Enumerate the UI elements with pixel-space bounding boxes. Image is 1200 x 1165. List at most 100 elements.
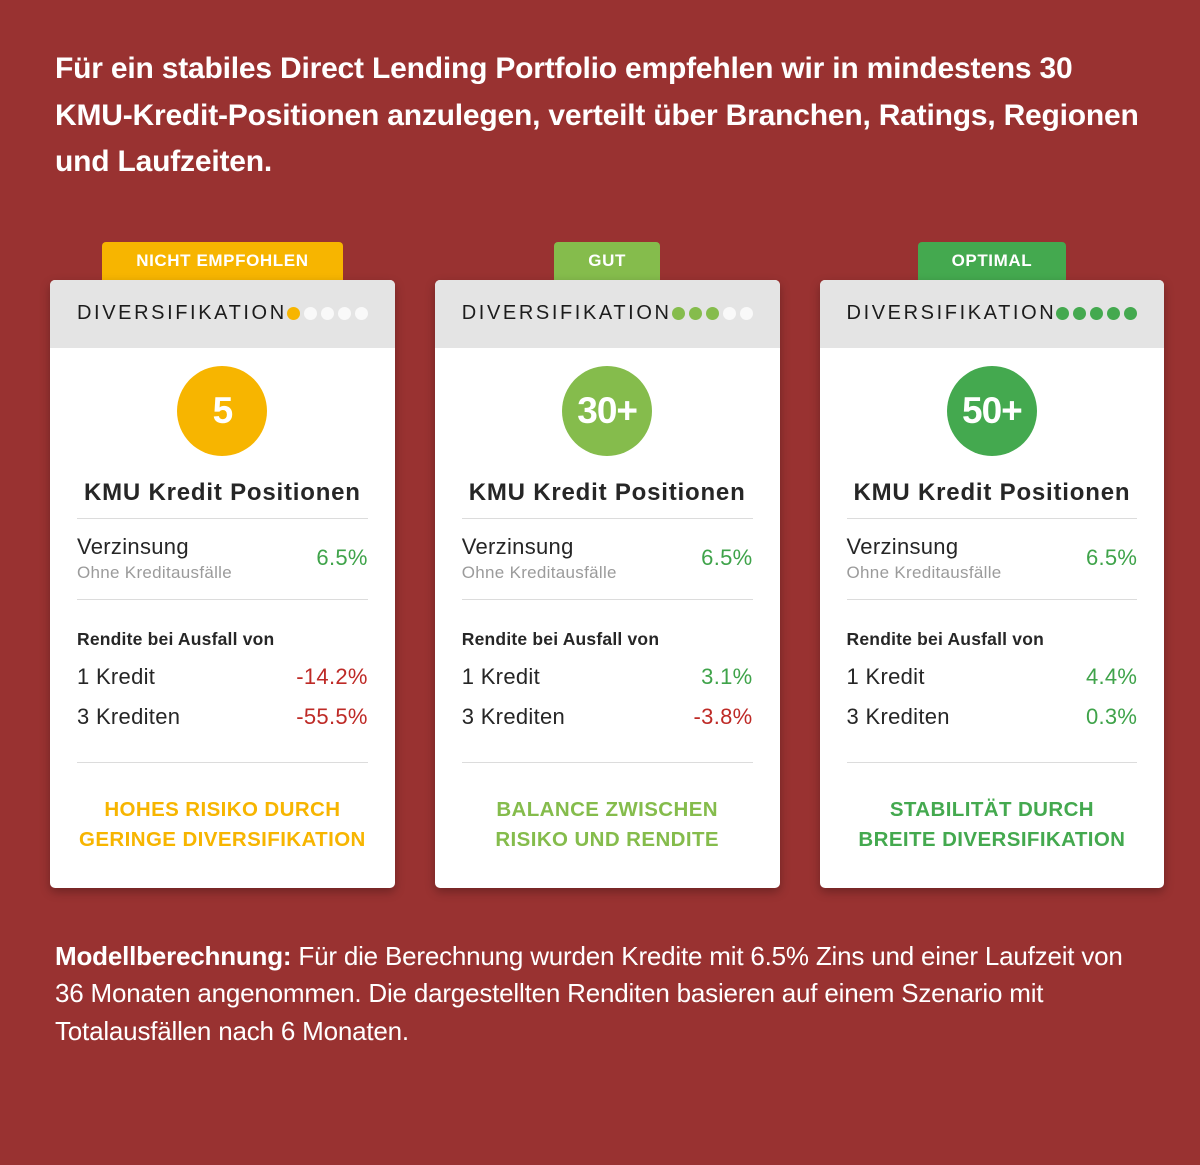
dot-filled <box>1073 307 1087 320</box>
card-message: STABILITÄT DURCH BREITE DIVERSIFIKATION <box>847 795 1138 857</box>
card-title: KMU Kredit Positionen <box>468 478 746 506</box>
cards-row: NICHT EMPFOHLEN DIVERSIFIKATION 5 KMU Kr… <box>50 241 1165 888</box>
divider <box>461 517 753 519</box>
dot-empty <box>320 307 334 320</box>
dot-filled <box>1107 307 1121 320</box>
positions-circle: 5 <box>177 365 268 456</box>
card-message-line2: BREITE DIVERSIFIKATION <box>858 828 1126 852</box>
divider <box>846 761 1138 763</box>
default-row-label: 3 Krediten <box>461 703 566 729</box>
card-message: HOHES RISIKO DURCH GERINGE DIVERSIFIKATI… <box>77 795 368 857</box>
card-title: KMU Kredit Positionen <box>83 478 361 506</box>
default-row-1: 1 Kredit 3.1% <box>462 664 753 690</box>
interest-row: Verzinsung Ohne Kreditausfälle 6.5% <box>77 519 368 599</box>
card-column-optimal: OPTIMAL DIVERSIFIKATION 50+ KMU Kredit P… <box>819 241 1165 888</box>
dot-filled <box>688 307 702 320</box>
interest-value: 6.5% <box>701 545 753 570</box>
dot-filled <box>1056 307 1070 320</box>
diversification-dots <box>671 307 753 320</box>
interest-sublabel: Ohne Kreditausfälle <box>77 562 233 582</box>
card-column-gut: GUT DIVERSIFIKATION 30+ KMU Kredit Posit… <box>434 241 780 888</box>
circle-wrap: 30+ <box>462 365 753 456</box>
default-row-value: 3.1% <box>701 663 753 689</box>
divider <box>846 598 1138 600</box>
default-row-label: 3 Krediten <box>77 703 181 729</box>
positions-circle: 30+ <box>562 365 653 456</box>
default-row-1: 1 Kredit -14.2% <box>77 664 368 690</box>
default-row-value: -3.8% <box>693 703 753 729</box>
dot-empty <box>303 307 317 320</box>
default-row-value: 0.3% <box>1085 703 1138 729</box>
interest-label: Verzinsung <box>461 533 574 559</box>
card-message-line2: GERINGE DIVERSIFIKATION <box>79 828 366 852</box>
default-row-1: 1 Kredit 4.4% <box>847 664 1138 690</box>
card-message-line2: RISIKO UND RENDITE <box>495 828 719 852</box>
card-body: 30+ KMU Kredit Positionen Verzinsung Ohn… <box>435 348 780 888</box>
default-row-label: 1 Kredit <box>846 663 925 689</box>
default-row-label: 3 Krediten <box>846 703 950 729</box>
card-body: 50+ KMU Kredit Positionen Verzinsung Ohn… <box>820 348 1165 888</box>
dot-filled <box>286 307 300 320</box>
interest-sublabel: Ohne Kreditausfälle <box>846 562 1002 582</box>
card-header: DIVERSIFIKATION <box>434 279 780 348</box>
circle-wrap: 5 <box>77 365 368 456</box>
default-row-2: 3 Krediten 0.3% <box>847 704 1138 730</box>
footnote-bold-label: Modellberechnung: <box>55 940 292 971</box>
interest-label: Verzinsung <box>77 533 189 559</box>
badge-gut: GUT <box>554 241 660 280</box>
footnote: Modellberechnung: Für die Berechnung wur… <box>55 938 1140 1051</box>
divider <box>77 598 368 600</box>
headline: Für ein stabiles Direct Lending Portfoli… <box>55 52 1139 178</box>
default-heading: Rendite bei Ausfall von <box>461 628 660 649</box>
divider <box>846 517 1138 519</box>
interest-value: 6.5% <box>316 545 368 570</box>
interest-value: 6.5% <box>1085 545 1138 570</box>
card-nicht-empfohlen: DIVERSIFIKATION 5 KMU Kredit Positionen … <box>50 279 395 888</box>
dot-empty <box>354 307 368 320</box>
interest-labels: Verzinsung Ohne Kreditausfälle <box>462 534 617 583</box>
dot-empty <box>337 307 351 320</box>
default-section: Rendite bei Ausfall von 1 Kredit 4.4% 3 … <box>847 600 1138 730</box>
divider <box>461 598 753 600</box>
card-message-line1: HOHES RISIKO DURCH <box>104 797 341 821</box>
badge-optimal: OPTIMAL <box>917 241 1067 280</box>
circle-wrap: 50+ <box>847 365 1138 456</box>
card-header: DIVERSIFIKATION <box>50 279 395 348</box>
dot-filled <box>1090 307 1104 320</box>
dot-filled <box>705 307 719 320</box>
interest-row: Verzinsung Ohne Kreditausfälle 6.5% <box>847 519 1138 599</box>
interest-labels: Verzinsung Ohne Kreditausfälle <box>77 534 232 583</box>
diversification-label: DIVERSIFIKATION <box>846 302 1057 324</box>
diversification-dots <box>1056 307 1138 320</box>
interest-label: Verzinsung <box>846 533 959 559</box>
default-row-value: -55.5% <box>296 703 368 729</box>
diversification-label: DIVERSIFIKATION <box>77 302 287 324</box>
footnote-text: Für die Berechnung wurden Kredite mit 6.… <box>55 940 1123 1046</box>
dot-filled <box>1124 307 1138 320</box>
default-row-2: 3 Krediten -3.8% <box>462 704 753 730</box>
dot-empty <box>739 307 753 320</box>
default-row-label: 1 Kredit <box>461 663 540 689</box>
interest-labels: Verzinsung Ohne Kreditausfälle <box>847 534 1002 583</box>
default-row-2: 3 Krediten -55.5% <box>77 704 368 730</box>
default-row-value: 4.4% <box>1085 663 1138 689</box>
interest-row: Verzinsung Ohne Kreditausfälle 6.5% <box>462 519 753 599</box>
card-column-nicht-empfohlen: NICHT EMPFOHLEN DIVERSIFIKATION 5 KMU Kr… <box>50 241 395 888</box>
card-message-line1: BALANCE ZWISCHEN <box>496 797 718 821</box>
positions-circle: 50+ <box>946 365 1037 456</box>
default-heading: Rendite bei Ausfall von <box>846 628 1044 649</box>
divider <box>77 517 368 519</box>
card-header: DIVERSIFIKATION <box>819 279 1165 348</box>
divider <box>461 761 753 763</box>
card-optimal: DIVERSIFIKATION 50+ KMU Kredit Positione… <box>819 279 1165 888</box>
default-section: Rendite bei Ausfall von 1 Kredit 3.1% 3 … <box>462 600 753 730</box>
card-body: 5 KMU Kredit Positionen Verzinsung Ohne … <box>50 348 395 888</box>
card-title: KMU Kredit Positionen <box>853 478 1131 506</box>
card-gut: DIVERSIFIKATION 30+ KMU Kredit Positione… <box>434 279 780 888</box>
badge-nicht-empfohlen: NICHT EMPFOHLEN <box>102 241 343 280</box>
default-section: Rendite bei Ausfall von 1 Kredit -14.2% … <box>77 600 368 730</box>
interest-sublabel: Ohne Kreditausfälle <box>461 562 617 582</box>
default-heading: Rendite bei Ausfall von <box>77 628 275 649</box>
card-message-line1: STABILITÄT DURCH <box>889 797 1094 821</box>
card-message: BALANCE ZWISCHEN RISIKO UND RENDITE <box>462 795 753 857</box>
